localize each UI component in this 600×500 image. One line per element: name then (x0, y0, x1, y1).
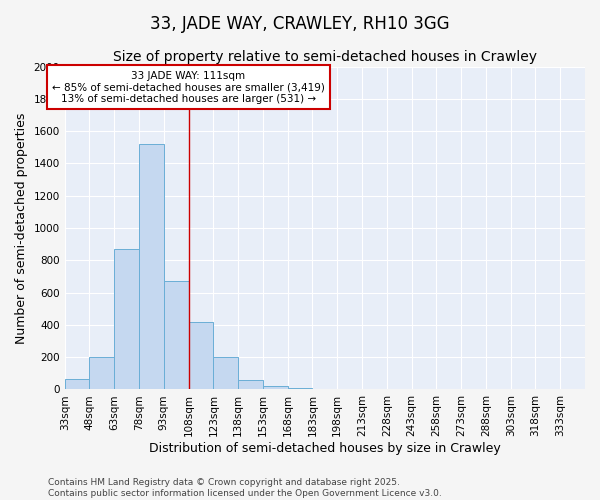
Bar (114, 249, 139, 390)
Bar (65, 379, 89, 390)
Bar (238, 380, 263, 390)
Bar (287, 388, 313, 390)
X-axis label: Distribution of semi-detached houses by size in Crawley: Distribution of semi-detached houses by … (149, 442, 501, 455)
Text: 33 JADE WAY: 111sqm
← 85% of semi-detached houses are smaller (3,419)
13% of sem: 33 JADE WAY: 111sqm ← 85% of semi-detach… (52, 70, 325, 104)
Y-axis label: Number of semi-detached properties: Number of semi-detached properties (15, 112, 28, 344)
Bar (188, 322, 214, 390)
Bar (214, 357, 238, 390)
Text: 33, JADE WAY, CRAWLEY, RH10 3GG: 33, JADE WAY, CRAWLEY, RH10 3GG (150, 15, 450, 33)
Bar (164, 282, 188, 390)
Text: Contains HM Land Registry data © Crown copyright and database right 2025.
Contai: Contains HM Land Registry data © Crown c… (48, 478, 442, 498)
Title: Size of property relative to semi-detached houses in Crawley: Size of property relative to semi-detach… (113, 50, 537, 64)
Bar (313, 388, 337, 390)
Bar (89, 357, 114, 390)
Bar (139, 144, 164, 390)
Bar (263, 386, 287, 390)
